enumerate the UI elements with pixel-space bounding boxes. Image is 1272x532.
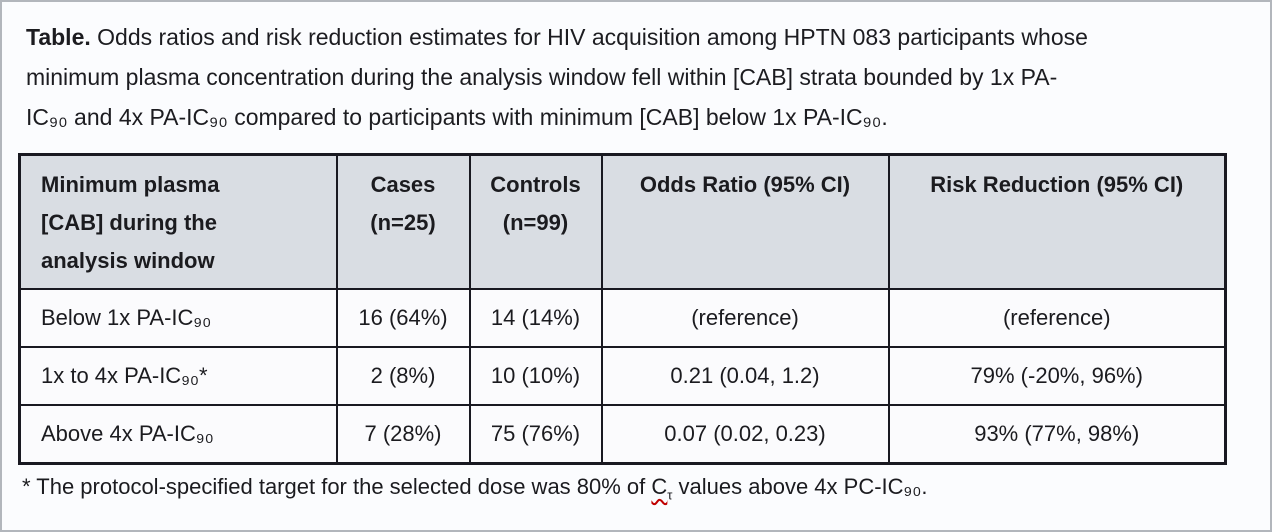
cell-odds-ratio: (reference) <box>600 288 890 348</box>
caption-text-1: Odds ratios and risk reduction estimates… <box>90 24 1088 50</box>
header-stratum-line-1: Minimum plasma <box>41 172 220 197</box>
caption-line-1: Table. Odds ratios and risk reduction es… <box>26 17 1248 57</box>
header-controls-line-2: (n=99) <box>502 210 569 235</box>
header-risk-reduction-label: Risk Reduction (95% CI) <box>930 172 1184 197</box>
column-header-controls: Controls (n=99) <box>468 153 603 290</box>
ctau-term-misspelling: Cτ <box>651 473 673 502</box>
column-header-stratum: Minimum plasma [CAB] during the analysis… <box>18 153 338 290</box>
ctau-subscript: τ <box>667 486 673 502</box>
cell-controls: 10 (10%) <box>468 346 603 406</box>
cell-odds-ratio: 0.07 (0.02, 0.23) <box>600 404 890 464</box>
caption-label: Table. <box>26 24 91 50</box>
table-caption: Table. Odds ratios and risk reduction es… <box>2 2 1270 137</box>
header-cases-line-1: Cases <box>370 172 436 197</box>
caption-line-2: minimum plasma concentration during the … <box>26 64 1058 90</box>
header-stratum-line-2: [CAB] during the <box>41 210 217 235</box>
results-table: Minimum plasma [CAB] during the analysis… <box>18 153 1227 465</box>
cell-stratum: Above 4x PA-IC₉₀ <box>18 404 338 464</box>
cell-risk-reduction: 93% (77%, 98%) <box>887 404 1227 464</box>
cell-cases: 2 (8%) <box>335 346 471 406</box>
table-row: 1x to 4x PA-IC₉₀* 2 (8%) 10 (10%) 0.21 (… <box>18 346 1227 406</box>
cell-odds-ratio: 0.21 (0.04, 1.2) <box>600 346 890 406</box>
cell-controls: 14 (14%) <box>468 288 603 348</box>
column-header-cases: Cases (n=25) <box>335 153 471 290</box>
cell-risk-reduction: (reference) <box>887 288 1227 348</box>
column-header-odds-ratio: Odds Ratio (95% CI) <box>600 153 890 290</box>
footnote-text-1: The protocol-specified target for the se… <box>30 473 652 499</box>
table-row: Below 1x PA-IC₉₀ 16 (64%) 14 (14%) (refe… <box>18 288 1227 348</box>
ctau-base: C <box>651 473 668 499</box>
header-stratum-line-3: analysis window <box>41 248 215 273</box>
header-odds-ratio-label: Odds Ratio (95% CI) <box>639 172 851 197</box>
table-footnote: * The protocol-specified target for the … <box>22 472 1270 502</box>
cell-risk-reduction: 79% (-20%, 96%) <box>887 346 1227 406</box>
cell-cases: 7 (28%) <box>335 404 471 464</box>
footnote-marker: * <box>22 473 31 499</box>
header-controls-line-1: Controls <box>490 172 581 197</box>
cell-stratum: 1x to 4x PA-IC₉₀* <box>18 346 338 406</box>
column-header-risk-reduction: Risk Reduction (95% CI) <box>887 153 1227 290</box>
cell-controls: 75 (76%) <box>468 404 603 464</box>
cell-stratum: Below 1x PA-IC₉₀ <box>18 288 338 348</box>
cell-cases: 16 (64%) <box>335 288 471 348</box>
footnote-text-2: values above 4x PC-IC₉₀. <box>672 473 928 499</box>
header-cases-line-2: (n=25) <box>370 210 436 235</box>
table-row: Above 4x PA-IC₉₀ 7 (28%) 75 (76%) 0.07 (… <box>18 404 1227 464</box>
caption-line-3: IC₉₀ and 4x PA-IC₉₀ compared to particip… <box>26 104 888 130</box>
table-header-row: Minimum plasma [CAB] during the analysis… <box>18 153 1227 290</box>
